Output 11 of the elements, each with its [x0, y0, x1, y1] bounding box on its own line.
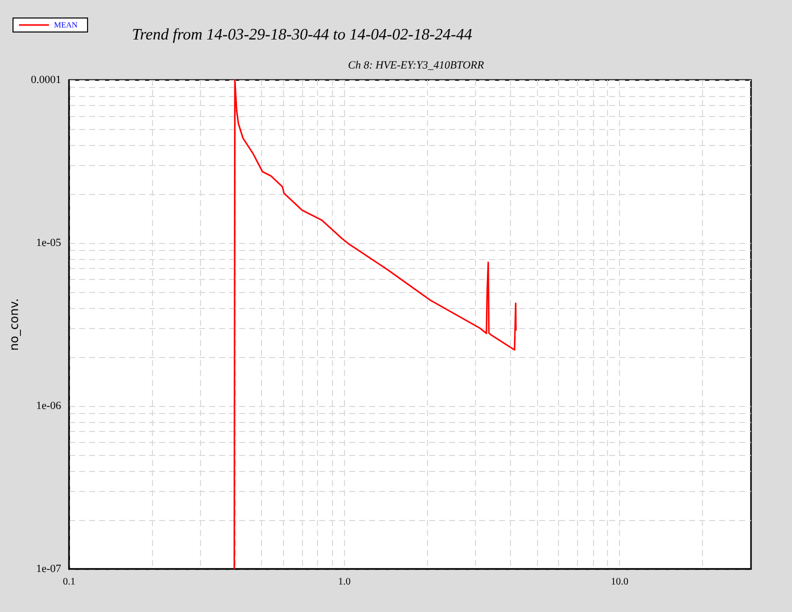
y-tick-label: 1e-07 [36, 563, 62, 575]
legend-label: MEAN [54, 20, 78, 30]
y-tick-label: 1e-05 [36, 237, 62, 249]
chart-title: Trend from 14-03-29-18-30-44 to 14-04-02-18-24-44 [132, 26, 472, 44]
y-tick-label: 1e-06 [36, 400, 62, 412]
y-tick-label: 0.0001 [30, 74, 62, 86]
x-tick-label: 1.0 [338, 576, 351, 588]
y-axis-title: no_conv. [7, 298, 21, 351]
chart-subtitle: Ch 8: HVE-EY:Y3_410BTORR [348, 60, 484, 72]
x-tick-label: 10.0 [610, 576, 628, 588]
x-tick-label: 0.1 [62, 576, 76, 588]
